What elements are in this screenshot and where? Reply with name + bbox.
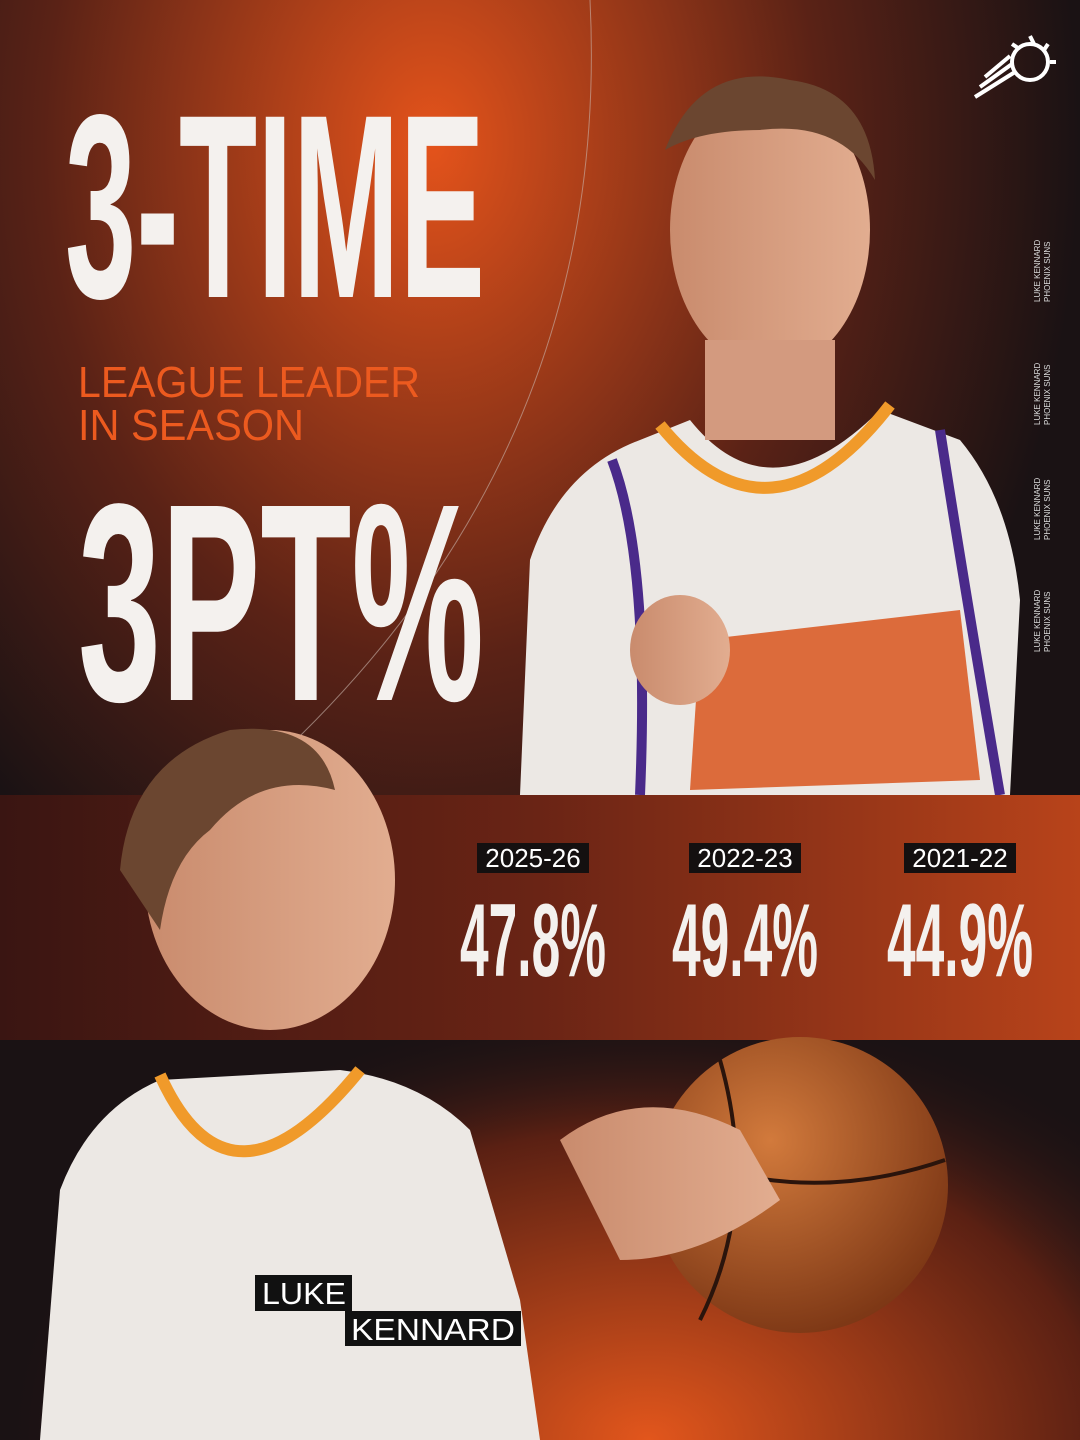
side-label: LUKE KENNARD PHOENIX SUNS [1033, 363, 1052, 425]
season-box [904, 843, 1016, 873]
player-photo-top [520, 76, 1020, 796]
side-label-line: LUKE KENNARD [1033, 240, 1042, 302]
season-box [689, 843, 801, 873]
season-label: 2022-23 [697, 843, 792, 873]
stat-value: 47.8% [460, 883, 606, 999]
headline-top: 3-TIME [65, 60, 485, 353]
side-label-line: LUKE KENNARD [1033, 590, 1042, 652]
side-label-line: LUKE KENNARD [1033, 478, 1042, 540]
stats: 2025-26 47.8% 2022-23 49.4% 2021-22 44.9% [460, 843, 1033, 999]
side-label: LUKE KENNARD PHOENIX SUNS [1033, 478, 1052, 540]
season-box [477, 843, 589, 873]
name-box [255, 1275, 352, 1311]
stat-value: 44.9% [887, 883, 1033, 999]
side-label-line: PHOENIX SUNS [1043, 480, 1052, 540]
side-label: LUKE KENNARD PHOENIX SUNS [1033, 240, 1052, 302]
stat-value: 49.4% [672, 883, 818, 999]
side-label-line: PHOENIX SUNS [1043, 365, 1052, 425]
side-label: LUKE KENNARD PHOENIX SUNS [1033, 590, 1052, 652]
side-label-line: PHOENIX SUNS [1043, 592, 1052, 652]
season-label: 2021-22 [912, 843, 1007, 873]
player-first-name: LUKE [262, 1276, 346, 1311]
side-label-line: LUKE KENNARD [1033, 363, 1042, 425]
season-label: 2025-26 [485, 843, 580, 873]
player-last-name: KENNARD [351, 1312, 515, 1347]
side-label-line: PHOENIX SUNS [1043, 242, 1052, 302]
headline-sub: LEAGUE LEADER [78, 358, 420, 407]
headline-bottom: 3PT% [78, 445, 484, 760]
player-photo-bottom [40, 728, 948, 1440]
headline-sub: IN SEASON [78, 401, 304, 450]
name-box [345, 1311, 521, 1346]
team-logo [973, 35, 1056, 99]
